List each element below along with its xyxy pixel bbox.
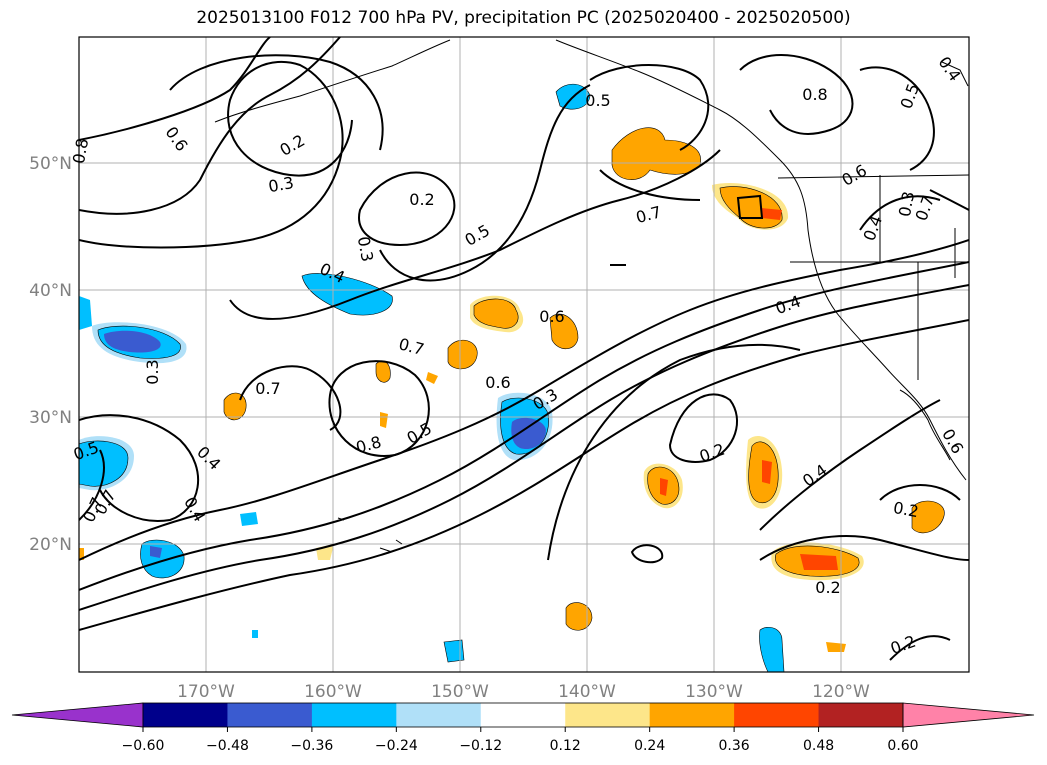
- contour-label: 0.5: [585, 91, 610, 110]
- contour-label: 0.8: [69, 137, 92, 165]
- contour-label: 0.6: [539, 307, 564, 326]
- colorbar-segment: [227, 703, 313, 727]
- lat-label-40n: 40°N: [29, 281, 72, 301]
- contour-label: 0.7: [255, 379, 280, 398]
- colorbar-tick-label: 0.36: [719, 738, 750, 754]
- contour-label: 0.3: [267, 173, 295, 196]
- longitude-labels: 170°W 160°W 150°W 140°W 130°W 120°W: [177, 682, 870, 702]
- contour-label: 0.2: [892, 498, 920, 521]
- contour-label: 0.3: [895, 190, 918, 218]
- lon-label-140w: 140°W: [558, 682, 616, 702]
- colorbar-tick-label: 0.60: [887, 738, 918, 754]
- colorbar-frame: [142, 702, 904, 728]
- colorbar-segment: [143, 703, 228, 727]
- coastlines: [214, 39, 969, 553]
- colorbar-segment: [649, 703, 735, 727]
- lon-label-160w: 160°W: [304, 682, 362, 702]
- lat-label-20n: 20°N: [29, 535, 72, 555]
- colorbar-tick-label: −0.60: [122, 738, 165, 754]
- lon-label-130w: 130°W: [685, 682, 743, 702]
- contour-label: 0.2: [815, 578, 840, 597]
- map-frame: [78, 36, 970, 673]
- colorbar-segment: [734, 703, 820, 727]
- contour-label: 0.3: [143, 359, 162, 384]
- colorbar-tick-label: 0.24: [634, 738, 665, 754]
- colorbar-tick-label: −0.24: [375, 738, 418, 754]
- lon-label-150w: 150°W: [431, 682, 489, 702]
- colorbar-tick-label: −0.48: [206, 738, 249, 754]
- lon-label-120w: 120°W: [812, 682, 870, 702]
- contour-label: 0.3: [354, 235, 377, 263]
- lon-label-170w: 170°W: [177, 682, 235, 702]
- precip-negative-shading: [79, 83, 785, 672]
- colorbar-segment: [396, 703, 482, 727]
- contour-label: 0.2: [409, 190, 434, 209]
- precip-positive-shading: [79, 127, 945, 652]
- contour-label: 0.8: [802, 85, 827, 104]
- colorbar-tick-label: −0.36: [290, 738, 333, 754]
- colorbar-ticks: −0.60 −0.48 −0.36 −0.24 −0.12 0.12 0.24 0.36 0.4…: [122, 727, 919, 754]
- gridlines: [79, 37, 969, 672]
- contour-label: 0.6: [485, 373, 510, 392]
- colorbar-tick-label: −0.12: [459, 738, 502, 754]
- colorbar: [11, 702, 1035, 728]
- colorbar-extend-max: [902, 702, 1035, 728]
- colorbar-segment: [565, 703, 651, 727]
- colorbar-segment: [311, 703, 397, 727]
- map-title: 2025013100 F012 700 hPa PV, precipitatio…: [196, 8, 851, 28]
- pv-contours: [79, 37, 969, 661]
- colorbar-tick-label: 0.48: [803, 738, 834, 754]
- colorbar-segment: [818, 703, 904, 727]
- colorbar-segment: [480, 703, 566, 727]
- lat-label-30n: 30°N: [29, 408, 72, 428]
- colorbar-extend-min: [11, 702, 144, 728]
- colorbar-tick-label: 0.12: [550, 738, 581, 754]
- lat-label-50n: 50°N: [29, 154, 72, 174]
- latitude-labels: 50°N 40°N 30°N 20°N: [29, 154, 72, 555]
